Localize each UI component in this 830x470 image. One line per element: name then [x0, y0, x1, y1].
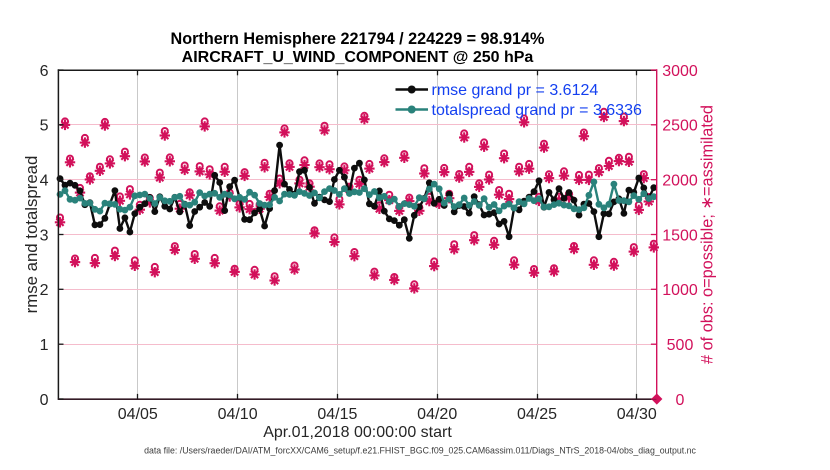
svg-text:0: 0 — [676, 392, 685, 409]
svg-text:rmse grand pr = 3.6124: rmse grand pr = 3.6124 — [432, 82, 599, 99]
svg-text:1500: 1500 — [662, 227, 698, 244]
svg-text:4: 4 — [40, 173, 49, 190]
svg-text:6: 6 — [40, 63, 49, 80]
svg-text:500: 500 — [667, 337, 694, 354]
svg-text:2000: 2000 — [662, 173, 698, 190]
svg-text:2500: 2500 — [662, 118, 698, 135]
svg-text:totalspread grand pr = 3.6336: totalspread grand pr = 3.6336 — [432, 102, 642, 119]
svg-text:Northern Hemisphere 221794 / 2: Northern Hemisphere 221794 / 224229 = 98… — [171, 30, 545, 48]
svg-text:04/15: 04/15 — [317, 406, 357, 423]
svg-text:AIRCRAFT_U_WIND_COMPONENT @ 25: AIRCRAFT_U_WIND_COMPONENT @ 250 hPa — [182, 49, 534, 66]
svg-text:04/10: 04/10 — [218, 406, 258, 423]
svg-text:3000: 3000 — [662, 63, 698, 80]
svg-text:04/05: 04/05 — [118, 406, 158, 423]
svg-text:04/30: 04/30 — [617, 406, 657, 423]
svg-text:0: 0 — [40, 392, 49, 409]
svg-text:5: 5 — [40, 118, 49, 135]
svg-text:Apr.01,2018 00:00:00 start: Apr.01,2018 00:00:00 start — [263, 424, 452, 441]
svg-text:2: 2 — [40, 282, 49, 299]
svg-text:# of obs: o=possible; ∗=assimi: # of obs: o=possible; ∗=assimilated — [699, 105, 717, 364]
svg-text:1000: 1000 — [662, 282, 698, 299]
svg-text:rmse and totalspread: rmse and totalspread — [22, 156, 41, 314]
svg-text:1: 1 — [40, 337, 49, 354]
svg-text:3: 3 — [40, 227, 49, 244]
svg-text:04/20: 04/20 — [417, 406, 457, 423]
svg-text:data file: /Users/raeder/DAI/A: data file: /Users/raeder/DAI/ATM_forcXX/… — [144, 446, 696, 456]
svg-text:04/25: 04/25 — [517, 406, 557, 423]
